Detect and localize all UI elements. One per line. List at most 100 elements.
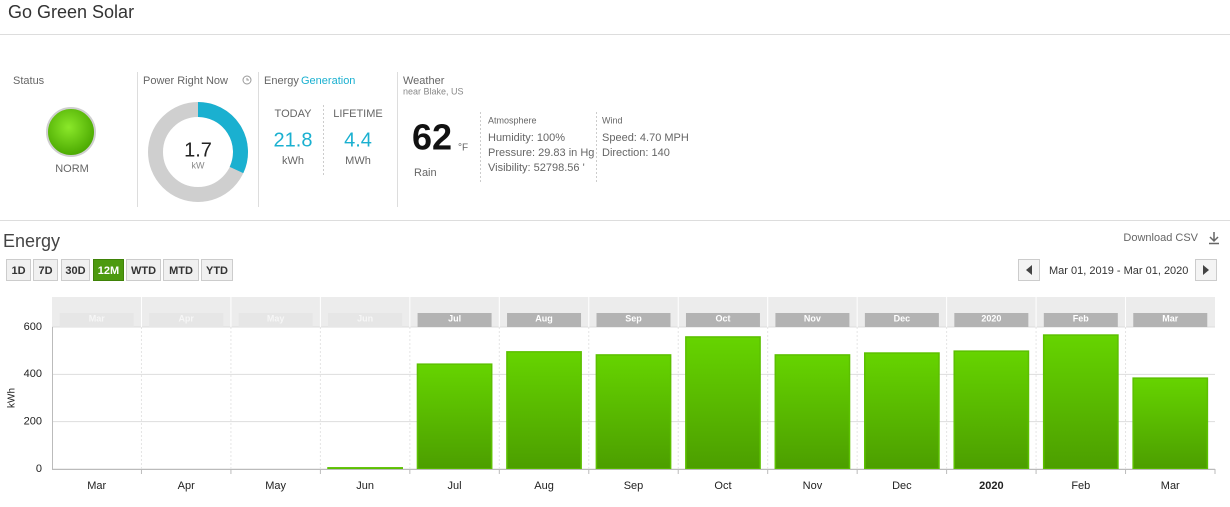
- x-tick-label: Jul: [448, 480, 462, 492]
- power-value: 1.7: [184, 139, 212, 161]
- x-tick-label: Mar: [1161, 480, 1180, 492]
- lifetime-value: 4.4: [344, 129, 372, 151]
- prev-icon[interactable]: [1026, 265, 1032, 275]
- header-label-bg: [328, 313, 403, 327]
- x-tick-label: Nov: [803, 480, 823, 492]
- range-button-bg[interactable]: [33, 259, 58, 281]
- header-label: Feb: [1073, 313, 1090, 323]
- bar: [864, 352, 940, 470]
- bar: [595, 354, 672, 470]
- lifetime-unit: MWh: [345, 155, 371, 167]
- header-label-bg: [238, 313, 313, 327]
- range-button-label[interactable]: WTD: [131, 265, 156, 277]
- header-label-bg: [864, 313, 939, 327]
- today-unit: kWh: [282, 155, 304, 167]
- energy-label-highlight: Generation: [301, 75, 355, 87]
- y-tick-label: 0: [36, 463, 42, 475]
- bar: [953, 350, 1030, 470]
- range-button-bg[interactable]: [163, 259, 199, 281]
- header-label-bg: [1133, 313, 1208, 327]
- range-buttons: 1D 7D 30D 12M WTD MTD YTD: [6, 259, 233, 281]
- wind-direction: Direction: 140: [602, 147, 670, 159]
- range-button[interactable]: 7D: [33, 259, 58, 281]
- app-title: Go Green Solar: [8, 2, 134, 22]
- header-label-bg: [775, 313, 850, 327]
- bar: [1132, 377, 1209, 470]
- header-label: Oct: [715, 313, 730, 323]
- range-button[interactable]: WTD: [126, 259, 161, 281]
- range-button-bg[interactable]: [201, 259, 233, 281]
- section-title: Energy: [3, 231, 60, 251]
- weather-label: Weather: [403, 75, 445, 87]
- next-icon[interactable]: [1203, 265, 1209, 275]
- temperature-unit: °F: [458, 143, 468, 154]
- range-button-label[interactable]: MTD: [169, 265, 193, 277]
- status-indicator: [46, 107, 96, 157]
- visibility: Visibility: 52798.56 ': [488, 162, 585, 174]
- pressure: Pressure: 29.83 in Hg: [488, 147, 594, 159]
- range-button-bg[interactable]: [6, 259, 31, 281]
- range-button[interactable]: 1D: [6, 259, 31, 281]
- range-button[interactable]: 30D: [61, 259, 90, 281]
- bar: [416, 363, 493, 470]
- weather-location: near Blake, US: [403, 86, 464, 96]
- range-button-label[interactable]: 30D: [65, 265, 85, 277]
- range-button-label[interactable]: YTD: [206, 265, 228, 277]
- today-label: TODAY: [275, 108, 313, 120]
- x-tick-label: Dec: [892, 480, 912, 492]
- lifetime-label: LIFETIME: [333, 108, 383, 120]
- range-button[interactable]: MTD: [163, 259, 199, 281]
- chart: 0 200 400 600 kWh Mar Mar Apr Apr May May Jun Jun Jul…: [7, 297, 1216, 492]
- today-value: 21.8: [274, 129, 313, 151]
- download-csv[interactable]: Download CSV: [1123, 232, 1198, 244]
- range-button[interactable]: 12M: [93, 259, 124, 281]
- header-label: Jul: [448, 313, 461, 323]
- y-tick-label: 200: [24, 416, 42, 428]
- x-tick-label: Aug: [534, 480, 554, 492]
- header-label: Apr: [178, 313, 194, 323]
- range-button-bg[interactable]: [126, 259, 161, 281]
- x-tick-label: Oct: [714, 480, 731, 492]
- range-button-label[interactable]: 7D: [38, 265, 52, 277]
- header-label-bg: [59, 313, 134, 327]
- energy-label: Energy: [264, 75, 299, 87]
- header-label-bg: [596, 313, 671, 327]
- header-label: 2020: [981, 313, 1001, 323]
- download-icon[interactable]: [1209, 232, 1219, 245]
- header-label: Mar: [1162, 313, 1179, 323]
- header-label-bg: [685, 313, 760, 327]
- power-unit: kW: [192, 160, 206, 170]
- x-tick-label: Feb: [1071, 480, 1090, 492]
- bar: [685, 336, 761, 470]
- wind-speed: Speed: 4.70 MPH: [602, 132, 689, 144]
- range-button-label[interactable]: 12M: [98, 265, 119, 277]
- header-label: May: [267, 313, 285, 323]
- gauge-arc: [197, 102, 248, 174]
- header-label: Dec: [894, 313, 911, 323]
- x-tick-label: Apr: [178, 480, 195, 492]
- status-label: Status: [13, 75, 45, 87]
- range-button-bg[interactable]: [61, 259, 90, 281]
- header-label: Aug: [535, 313, 553, 323]
- x-tick-label: Jun: [356, 480, 374, 492]
- atmosphere-label: Atmosphere: [488, 115, 537, 125]
- header-label-bg: [149, 313, 224, 327]
- header-label-bg: [417, 313, 492, 327]
- header-label: Nov: [804, 313, 821, 323]
- power-label: Power Right Now: [143, 75, 228, 87]
- header-label-bg: [1043, 313, 1118, 327]
- header-label: Sep: [625, 313, 642, 323]
- humidity: Humidity: 100%: [488, 132, 565, 144]
- x-tick-label: May: [265, 480, 286, 492]
- x-tick-label: 2020: [979, 480, 1003, 492]
- wind-label: Wind: [602, 115, 623, 125]
- y-axis-label: kWh: [7, 388, 18, 408]
- clock-icon: [246, 78, 249, 81]
- range-button[interactable]: YTD: [201, 259, 233, 281]
- condition: Rain: [414, 167, 437, 179]
- range-button-bg[interactable]: [93, 259, 124, 281]
- temperature: 62: [412, 117, 452, 158]
- header-label-bg: [954, 313, 1029, 327]
- range-button-label[interactable]: 1D: [11, 265, 25, 277]
